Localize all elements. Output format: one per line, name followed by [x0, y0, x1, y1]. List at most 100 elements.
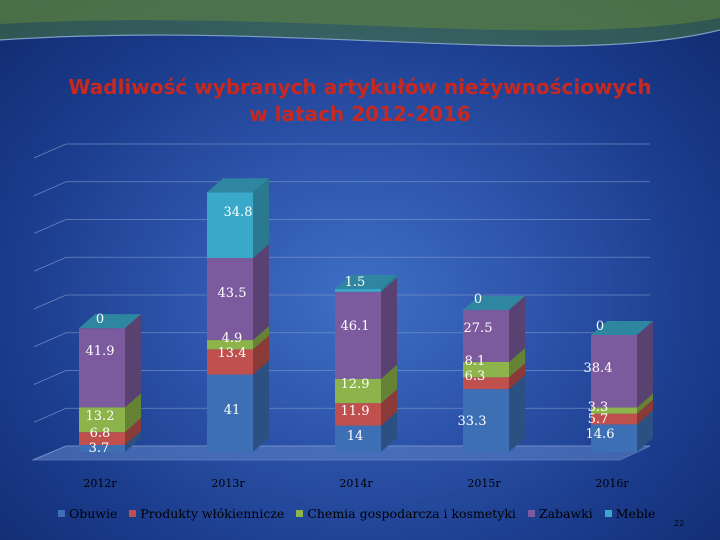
- bar-segment: [463, 361, 509, 378]
- bar-segment-side: [253, 243, 269, 341]
- bar-segment-side: [125, 314, 141, 408]
- data-label: 4.9: [222, 331, 243, 346]
- bar-segment: [591, 334, 637, 408]
- bar-segment-side: [381, 364, 397, 404]
- legend-item-meble: Meble: [604, 506, 655, 521]
- bar-segment-side: [637, 399, 653, 425]
- bar-segment-side: [125, 393, 141, 433]
- bar-segment: [207, 349, 253, 375]
- bar-segment-side: [509, 363, 525, 390]
- legend-label: Obuwie: [69, 506, 118, 521]
- bar-top-cap: [335, 274, 397, 289]
- bar-top-cap: [591, 320, 653, 335]
- data-label: 41.9: [86, 344, 115, 359]
- data-label: 13.2: [86, 409, 115, 424]
- gridline: [33, 181, 650, 197]
- bar-segment: [79, 432, 125, 446]
- bar-segment-side: [637, 320, 653, 408]
- legend-label: Produkty włókiennicze: [140, 506, 285, 521]
- bar-segment: [335, 288, 381, 292]
- bar-segment-side: [125, 418, 141, 446]
- bar-segment: [207, 340, 253, 350]
- bar-segment: [207, 374, 253, 452]
- gridline: [33, 256, 650, 272]
- data-label: 41: [224, 403, 241, 418]
- bar-segment-side: [381, 274, 397, 292]
- legend-item-zabawki: Zabawki: [527, 506, 593, 521]
- data-label: 3.3: [588, 400, 609, 415]
- bar-segment: [335, 403, 381, 426]
- gridline: [33, 332, 650, 348]
- bar-segment: [463, 389, 509, 452]
- x-tick-label: 2012r: [83, 477, 117, 490]
- data-label: 1.5: [345, 275, 366, 290]
- bar-segment: [335, 291, 381, 379]
- bar-segment: [79, 328, 125, 408]
- data-label: 12.9: [341, 377, 370, 392]
- data-label: 5.7: [588, 412, 609, 427]
- legend-item-produkty: Produkty włókiennicze: [129, 506, 284, 521]
- legend-swatch-produkty: [129, 510, 137, 517]
- legend-label: Chemia gospodarcza i kosmetyki: [307, 506, 516, 521]
- bar-segment: [79, 407, 125, 433]
- bar-segment-side: [509, 375, 525, 452]
- x-tick-label: 2015r: [467, 477, 501, 490]
- bar-segment: [463, 310, 509, 362]
- gridline: [33, 407, 650, 423]
- data-label: 33.3: [458, 414, 487, 429]
- top-decoration: [0, 0, 720, 47]
- gridline: [33, 143, 650, 159]
- bar-segment-side: [125, 431, 141, 452]
- slide-title: Wadliwość wybranych artykułów nieżywnośc…: [0, 74, 720, 128]
- bar-segment-side: [253, 335, 269, 375]
- data-label: 0: [596, 319, 604, 334]
- legend-item-obuwie: Obuwie: [58, 506, 117, 521]
- bar-top-cap: [207, 178, 269, 193]
- bar-segment-side: [509, 296, 525, 362]
- bar-segment-side: [253, 326, 269, 350]
- bar-top-cap: [463, 296, 525, 311]
- data-label: 43.5: [218, 286, 247, 301]
- data-label: 14: [347, 429, 364, 444]
- data-label: 6.8: [90, 426, 111, 441]
- data-label: 34.8: [224, 205, 253, 220]
- bar-segment-side: [381, 277, 397, 379]
- legend-swatch-meble: [604, 510, 612, 517]
- data-label: 38.4: [584, 361, 613, 376]
- bar-segment: [591, 424, 637, 452]
- x-tick-label: 2013r: [211, 477, 245, 490]
- legend-swatch-chemia: [296, 510, 304, 517]
- bar-segment-side: [253, 360, 269, 452]
- legend-label: Zabawki: [538, 506, 593, 521]
- bar-segment: [591, 413, 637, 425]
- title-line-1: Wadliwość wybranych artykułów nieżywnośc…: [68, 75, 652, 99]
- data-label: 6.3: [465, 369, 486, 384]
- page-number: 22: [674, 519, 685, 528]
- bar-segment-side: [381, 389, 397, 426]
- x-tick-label: 2014r: [339, 477, 373, 490]
- bar-segment: [207, 192, 253, 258]
- bar-segment-side: [253, 178, 269, 258]
- data-label: 27.5: [464, 321, 493, 336]
- data-label: 0: [474, 292, 482, 307]
- legend-item-chemia: Chemia gospodarcza i kosmetyki: [296, 506, 516, 521]
- bar-segment-side: [637, 410, 653, 452]
- bar-segment-side: [509, 347, 525, 378]
- chart-legend: Obuwie Produkty włókiennicze Chemia gosp…: [58, 506, 663, 521]
- gridline: [33, 219, 650, 234]
- gridline: [33, 370, 650, 385]
- data-label: 8.1: [465, 354, 486, 369]
- legend-swatch-obuwie: [58, 510, 65, 517]
- bar-segment-side: [637, 393, 653, 414]
- bar-top-cap: [79, 314, 141, 329]
- data-label: 0: [96, 312, 104, 327]
- data-label: 13.4: [218, 346, 247, 361]
- data-label: 3.7: [89, 441, 110, 456]
- bar-segment: [591, 407, 637, 414]
- data-label: 14.6: [586, 427, 615, 442]
- legend-swatch-zabawki: [527, 510, 535, 517]
- x-tick-label: 2016r: [595, 477, 629, 490]
- bar-segment: [79, 445, 125, 452]
- bar-segment: [335, 425, 381, 452]
- gridline: [33, 294, 650, 310]
